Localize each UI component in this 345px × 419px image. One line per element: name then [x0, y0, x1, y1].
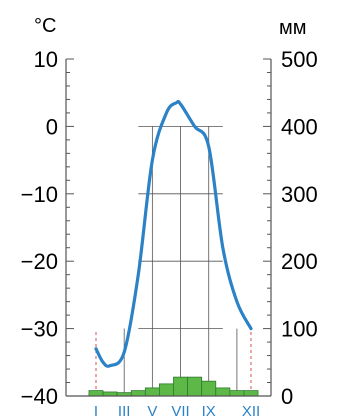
temperature-series: [94, 99, 253, 368]
precipitation-tick-label: 500: [281, 47, 318, 72]
precipitation-bar: [144, 387, 160, 397]
precipitation-bar: [187, 376, 203, 397]
temperature-tick-label: −40: [21, 384, 58, 409]
chart-grid: [95, 126, 252, 396]
month-label: III: [118, 403, 131, 419]
precipitation-bars: [88, 376, 259, 397]
precipitation-bar: [102, 391, 118, 397]
month-label: VII: [171, 403, 189, 419]
temperature-unit-label: °C: [34, 15, 56, 37]
temperature-tick-label: 0: [46, 114, 58, 139]
precipitation-bar: [88, 390, 104, 397]
precipitation-tick-label: 400: [281, 114, 318, 139]
precipitation-bar: [229, 390, 245, 397]
precipitation-tick-label: 300: [281, 182, 318, 207]
precipitation-tick-label: 200: [281, 249, 318, 274]
month-label: I: [94, 403, 98, 419]
month-label: XII: [242, 403, 260, 419]
temperature-tick-label: 10: [34, 47, 58, 72]
precipitation-bar: [201, 380, 217, 397]
month-label: V: [147, 403, 157, 419]
precipitation-unit-label: мм: [279, 17, 307, 39]
precipitation-bar: [173, 376, 188, 397]
month-label: IX: [202, 403, 216, 419]
precipitation-tick-label: 100: [281, 317, 318, 342]
temperature-tick-label: −30: [21, 317, 58, 342]
temperature-tick-label: −20: [21, 249, 58, 274]
precipitation-bar: [159, 383, 174, 397]
chart-axes: [65, 58, 272, 397]
precipitation-bar: [243, 390, 259, 397]
precipitation-tick-label: 0: [281, 384, 293, 409]
precipitation-bar: [215, 387, 231, 397]
temperature-line: [94, 99, 253, 368]
temperature-tick-label: −10: [21, 182, 58, 207]
precipitation-bar: [130, 390, 146, 397]
